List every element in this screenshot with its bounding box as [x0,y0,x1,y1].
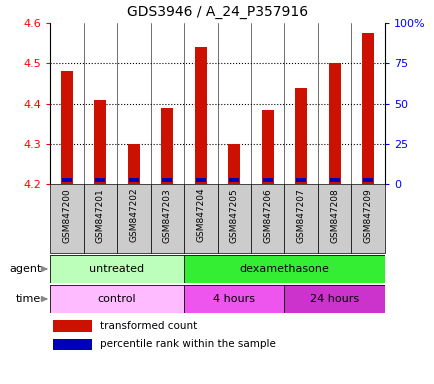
Bar [228,144,240,184]
Text: untreated: untreated [89,264,144,274]
Bar [53,320,92,332]
Text: GSM847200: GSM847200 [62,188,71,243]
Bar [229,178,239,182]
Bar [362,33,373,184]
Text: control: control [98,294,136,304]
Bar [184,255,384,283]
Text: GSM847202: GSM847202 [129,188,138,242]
Bar [83,184,117,253]
Text: percentile rank within the sample: percentile rank within the sample [99,339,275,349]
Text: GSM847207: GSM847207 [296,188,305,243]
Bar [50,255,184,283]
Bar [162,178,172,182]
Bar [53,339,92,350]
Bar [150,184,184,253]
Bar [95,178,105,182]
Bar [194,47,206,184]
Bar [50,285,184,313]
Text: GSM847209: GSM847209 [363,188,372,243]
Text: GSM847208: GSM847208 [329,188,339,243]
Bar [329,178,339,182]
Bar [328,63,340,184]
Bar [362,178,372,182]
Text: 4 hours: 4 hours [213,294,255,304]
Bar [261,110,273,184]
Bar [128,144,139,184]
Bar [117,184,150,253]
Bar [161,108,173,184]
Bar [61,71,72,184]
Bar [250,184,284,253]
Text: dexamethasone: dexamethasone [239,264,329,274]
Bar [184,285,284,313]
Bar [62,178,72,182]
Bar [351,184,384,253]
Text: transformed count: transformed count [99,321,197,331]
Bar [128,178,138,182]
Bar [50,184,83,253]
Bar [94,100,106,184]
Bar [195,178,205,182]
Bar [262,178,272,182]
Title: GDS3946 / A_24_P357916: GDS3946 / A_24_P357916 [127,5,307,19]
Bar [296,178,306,182]
Text: GSM847206: GSM847206 [263,188,272,243]
Text: GSM847205: GSM847205 [229,188,238,243]
Text: time: time [16,294,41,304]
Bar [317,184,351,253]
Bar [284,285,384,313]
Text: GSM847204: GSM847204 [196,188,205,242]
Bar [284,184,317,253]
Text: GSM847203: GSM847203 [162,188,171,243]
Text: agent: agent [9,264,41,274]
Bar [184,184,217,253]
Bar [295,88,306,184]
Text: 24 hours: 24 hours [309,294,358,304]
Bar [217,184,250,253]
Text: GSM847201: GSM847201 [95,188,105,243]
